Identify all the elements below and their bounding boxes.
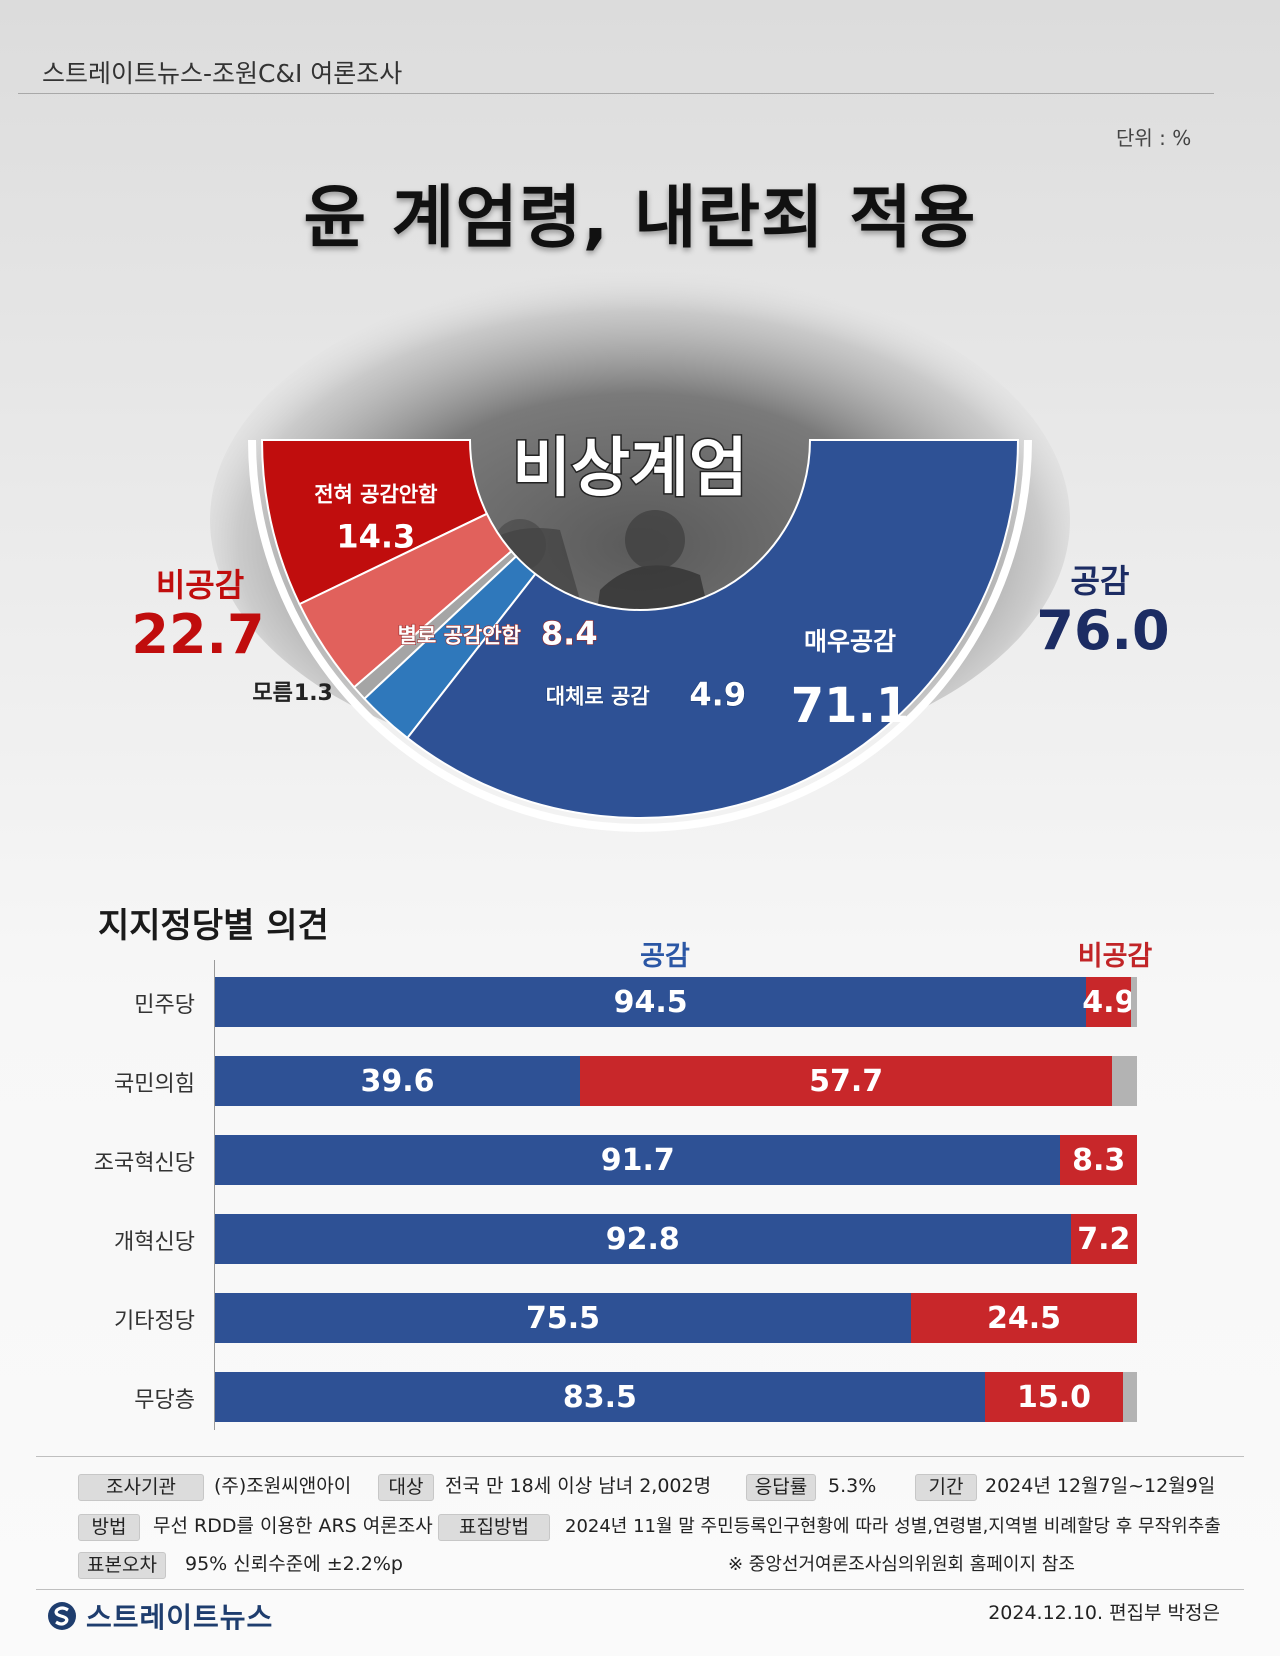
main-title: 윤 계엄령, 내란죄 적용 (303, 179, 977, 258)
photo-caption: 비상계엄 (512, 432, 748, 506)
bar-segment-disagree: 15.0 (984, 1372, 1124, 1422)
bar-row: 조국혁신당 91.7 8.3 (0, 1135, 1280, 1185)
bar-segment-agree: 91.7 (215, 1135, 1061, 1185)
bar-segment-agree: 83.5 (215, 1372, 985, 1422)
bar-segment-agree: 75.5 (215, 1293, 912, 1343)
logo-icon (48, 1602, 76, 1630)
footer-note: ※ 중앙선거여론조사심의위원회 홈페이지 참조 (728, 1554, 1075, 1575)
footer-tag-sampling: 표집방법 (438, 1514, 550, 1541)
bar-segment-disagree: 7.2 (1070, 1214, 1137, 1264)
bar-category-label: 기타정당 (114, 1309, 195, 1334)
donut-slice-label: 전혀 공감안함 (314, 482, 437, 506)
agree-total-label: 공감 (1070, 562, 1130, 600)
stacked-bar: 83.5 15.0 (215, 1372, 1137, 1422)
footer-divider-bottom (36, 1589, 1244, 1590)
bar-row: 개혁신당 92.8 7.2 (0, 1214, 1280, 1264)
donut-slice-label: 71.1 (791, 678, 909, 734)
header-divider (18, 93, 1214, 94)
footer-tag-period: 기간 (915, 1474, 977, 1501)
footer-org: (주)조원씨앤아이 (214, 1475, 352, 1497)
donut-slice-label: 4.9 (689, 676, 746, 714)
photo-person-head (625, 510, 685, 570)
disagree-total-label: 비공감 (155, 566, 245, 604)
bar-segment-disagree: 4.9 (1082, 977, 1135, 1027)
donut-slice-label: 별로 공감안함 (398, 624, 521, 648)
donut-slice-label: 모름 (252, 681, 292, 706)
bar-segment-disagree: 24.5 (911, 1293, 1137, 1343)
bar-category-label: 조국혁신당 (93, 1151, 195, 1176)
stacked-bar: 94.5 4.9 (215, 977, 1137, 1027)
footer-tag-target: 대상 (378, 1474, 434, 1501)
header-title: 스트레이트뉴스-조원C&I 여론조사 (42, 59, 403, 88)
unit-label: 단위 : % (1116, 126, 1192, 150)
bar-segment-agree: 94.5 (215, 977, 1087, 1027)
bar-category-label: 국민의힘 (114, 1072, 195, 1097)
footer-credit: 2024.12.10. 편집부 박정은 (988, 1602, 1220, 1624)
bar-chart-title: 지지정당별 의견 (98, 906, 329, 946)
footer-tag-error: 표본오차 (78, 1552, 166, 1579)
legend-agree: 공감 (640, 941, 690, 972)
bar-category-label: 무당층 (134, 1388, 195, 1413)
donut-slice-label: 대체로 공감 (546, 685, 650, 709)
bar-segment-disagree: 57.7 (580, 1056, 1113, 1106)
stacked-bar: 39.6 57.7 (215, 1056, 1137, 1106)
logo-text: 스트레이트뉴스 (86, 1601, 274, 1634)
footer-error: 95% 신뢰수준에 ±2.2%p (185, 1553, 403, 1575)
bar-category-label: 개혁신당 (114, 1230, 195, 1255)
stacked-bar: 91.7 8.3 (215, 1135, 1137, 1185)
footer-method: 무선 RDD를 이용한 ARS 여론조사 (153, 1515, 433, 1537)
bar-segment-unknown (1131, 977, 1137, 1027)
footer-tag-org: 조사기관 (78, 1474, 204, 1501)
footer-target: 전국 만 18세 이상 남녀 2,002명 (445, 1475, 712, 1497)
disagree-total-value: 22.7 (131, 603, 265, 666)
donut-slice-labels: 전혀 공감안함 14.3 별로 공감안함 8.4 모름 1.3 대체로 공감 4.9 매우공감 7… (252, 482, 909, 734)
footer-tag-rate: 응답률 (746, 1474, 816, 1501)
bar-row: 기타정당 75.5 24.5 (0, 1293, 1280, 1343)
donut-slice-label: 8.4 (541, 615, 598, 653)
bar-row: 민주당 94.5 4.9 (0, 977, 1280, 1027)
footer-tag-method: 방법 (78, 1514, 140, 1541)
legend-disagree: 비공감 (1077, 941, 1153, 972)
half-donut-chart: 비상계엄 전혀 공감안함 14.3 별로 공감안함 8.4 모름 1.3 대체로 공감 4.9… (210, 270, 1070, 832)
donut-outline (248, 439, 1032, 832)
stacked-bar: 75.5 24.5 (215, 1293, 1137, 1343)
donut-slices (248, 439, 1032, 832)
bar-segment-unknown (1123, 1372, 1137, 1422)
bar-segment-agree: 92.8 (215, 1214, 1071, 1264)
bar-row: 국민의힘 39.6 57.7 (0, 1056, 1280, 1106)
bar-row: 무당층 83.5 15.0 (0, 1372, 1280, 1422)
bar-segment-unknown (1112, 1056, 1137, 1106)
agree-total-value: 76.0 (1036, 599, 1170, 662)
footer-rate: 5.3% (828, 1475, 877, 1497)
donut-slice-label: 매우공감 (804, 627, 896, 656)
donut-slice-label: 1.3 (294, 681, 333, 706)
bar-segment-disagree: 8.3 (1060, 1135, 1137, 1185)
donut-slice (405, 439, 1020, 819)
bar-category-label: 민주당 (134, 993, 195, 1018)
stacked-bar: 92.8 7.2 (215, 1214, 1137, 1264)
bar-segment-agree: 39.6 (215, 1056, 581, 1106)
donut-slice-label: 14.3 (336, 517, 415, 555)
bar-axis-line (214, 960, 215, 1430)
footer-sampling: 2024년 11월 말 주민등록인구현황에 따라 성별,연령별,지역별 비례할당… (565, 1516, 1221, 1537)
footer-divider-top (36, 1456, 1244, 1457)
brand-logo: 스트레이트뉴스 (46, 1596, 273, 1636)
footer-period: 2024년 12월7일~12월9일 (985, 1475, 1216, 1497)
